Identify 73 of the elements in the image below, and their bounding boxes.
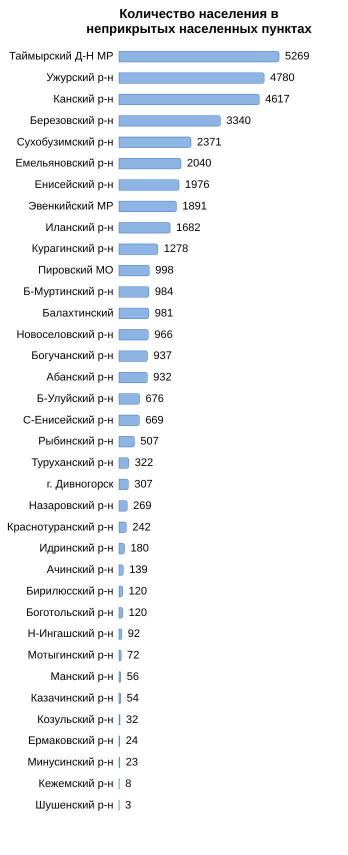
- y-tick-label: Шушенский р-н: [35, 799, 114, 812]
- data-label: 23: [126, 756, 138, 769]
- y-tick-label: Назаровский р-н: [28, 500, 114, 512]
- y-tick-label: Бирилюсский р-н: [26, 585, 114, 598]
- y-tick-label: Козульский р-н: [37, 714, 114, 726]
- data-label: 1278: [164, 243, 188, 256]
- y-tick-label: Ачинский р-н: [46, 564, 114, 576]
- y-tick-label: Минусинский р-н: [28, 756, 114, 769]
- y-tick-label: Емельяновский р-н: [15, 158, 114, 170]
- data-label: 242: [132, 521, 151, 534]
- y-tick-label: Н-Ингашский р-н: [28, 628, 114, 640]
- y-tick-label: Б-Улуйский р-н: [36, 392, 114, 405]
- data-label: 269: [133, 500, 152, 512]
- data-label: 3340: [226, 114, 251, 127]
- data-label: 5269: [285, 50, 310, 63]
- y-tick-label: Енисейский р-н: [34, 179, 114, 192]
- data-label: 669: [145, 414, 164, 426]
- data-label: 966: [154, 328, 173, 341]
- data-label: 507: [140, 436, 159, 448]
- data-label: 981: [154, 307, 174, 320]
- data-label: 24: [126, 735, 138, 748]
- y-tick-label: С-Енисейский р-н: [23, 414, 114, 426]
- y-tick-label: Манский р-н: [50, 670, 114, 683]
- data-label: 32: [126, 714, 138, 726]
- data-label: 937: [153, 350, 172, 362]
- y-tick-label: Балахтинский: [42, 307, 114, 320]
- data-label: 72: [127, 650, 140, 662]
- data-label: 92: [128, 628, 140, 640]
- y-tick-label: Рыбинский р-н: [38, 436, 114, 448]
- y-tick-label: г. Дивногорск: [46, 478, 114, 490]
- y-tick-label: Сухобузимский р-н: [16, 136, 114, 148]
- data-label: 54: [126, 692, 139, 704]
- y-tick-label: Канский р-н: [53, 93, 114, 106]
- data-label: 1891: [182, 200, 207, 212]
- data-label: 2040: [186, 158, 212, 170]
- y-tick-label: Новоселовский р-н: [16, 328, 114, 341]
- y-tick-label: Богучанский р-н: [31, 350, 114, 362]
- y-tick-label: Ермаковский р-н: [28, 735, 114, 748]
- data-label: 984: [154, 286, 174, 298]
- data-label: 180: [130, 542, 149, 555]
- y-tick-label: Казачинский р-н: [30, 692, 114, 704]
- y-tick-label: Кежемский р-н: [38, 778, 114, 790]
- data-label: 4617: [265, 93, 290, 106]
- data-label: 2371: [197, 136, 222, 148]
- y-tick-label: Эвенкийский МР: [28, 200, 114, 212]
- y-tick-label: Боготольский р-н: [26, 606, 114, 619]
- data-label: 322: [134, 457, 154, 470]
- y-tick-label: Курагинский р-н: [32, 243, 114, 256]
- data-label: 8: [125, 778, 132, 790]
- data-label: 932: [153, 372, 172, 384]
- y-tick-label: Иланский р-н: [45, 222, 114, 234]
- y-tick-label: Ужурский р-н: [46, 72, 114, 84]
- y-tick-label: Абанский р-н: [46, 372, 114, 384]
- chart-title: Количество населения в неприкрытых населенных пунктах: [86, 6, 313, 36]
- y-tick-label: Б-Муртинский р-н: [23, 286, 114, 298]
- y-tick-label: Идринский р-н: [39, 542, 114, 555]
- y-tick-label: Туруханский р-н: [31, 457, 114, 470]
- data-label: 1682: [176, 222, 201, 234]
- data-label: 120: [128, 585, 148, 598]
- y-tick-label: Мотыгинский р-н: [28, 650, 114, 662]
- data-label: 139: [129, 564, 148, 576]
- data-label: 4780: [270, 72, 295, 84]
- data-label: 1976: [185, 179, 210, 192]
- data-label: 998: [155, 264, 174, 277]
- y-tick-label: Краснотуранский р-н: [7, 521, 114, 534]
- y-tick-label: Березовский р-н: [30, 114, 114, 127]
- data-label: 676: [146, 392, 164, 405]
- data-label: 307: [134, 478, 153, 490]
- y-tick-label: Таймырский Д-Н МР: [9, 50, 114, 63]
- data-label: 120: [128, 606, 148, 619]
- y-tick-label: Пировский МО: [38, 264, 114, 277]
- data-label: 3: [125, 799, 132, 812]
- data-label: 56: [126, 670, 139, 683]
